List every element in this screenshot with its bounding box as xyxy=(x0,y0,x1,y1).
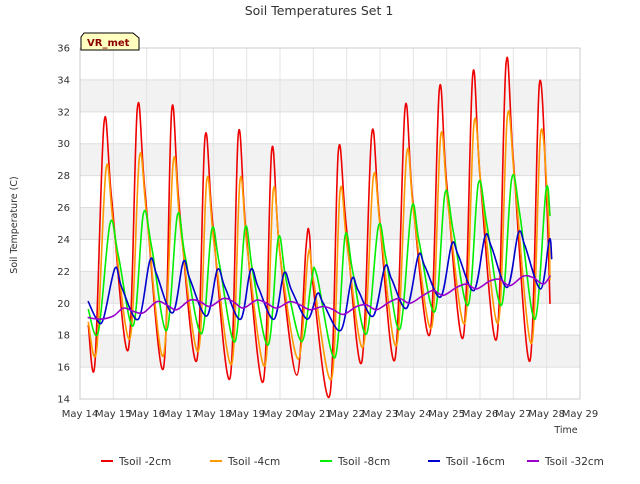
band-28-30 xyxy=(80,143,580,176)
band-32-34 xyxy=(80,79,580,112)
legend-label-tsoil-2cm: Tsoil -2cm xyxy=(118,456,171,468)
y-tick-32: 32 xyxy=(57,107,70,118)
y-tick-16: 16 xyxy=(57,363,70,374)
y-tick-36: 36 xyxy=(57,44,70,55)
band-26-28 xyxy=(80,175,580,208)
x-tick-19: May 19 xyxy=(228,409,265,420)
legend-item-tsoil-16cm: Tsoil -16cm xyxy=(428,456,505,468)
station-badge: VR_met xyxy=(80,32,140,51)
x-tick-17: May 17 xyxy=(162,409,199,420)
legend-item-tsoil-32cm: Tsoil -32cm xyxy=(527,456,604,468)
y-tick-labels: 14 16 18 20 22 24 26 28 30 32 34 36 xyxy=(57,44,70,406)
legend-label-tsoil-16cm: Tsoil -16cm xyxy=(445,456,505,468)
station-badge-label: VR_met xyxy=(87,38,130,49)
x-tick-18: May 18 xyxy=(195,409,232,420)
x-tick-15: May 15 xyxy=(95,409,132,420)
series-line-tsoil-32cm xyxy=(87,274,551,321)
legend-label-tsoil-4cm: Tsoil -4cm xyxy=(227,456,280,468)
y-tick-34: 34 xyxy=(57,75,70,86)
x-tick-27: May 27 xyxy=(495,409,532,420)
y-tick-14: 14 xyxy=(57,395,70,406)
y-tick-30: 30 xyxy=(57,139,70,150)
x-tick-14: May 14 xyxy=(62,409,99,420)
x-tick-22: May 22 xyxy=(328,409,365,420)
chart-title: Soil Temperatures Set 1 xyxy=(245,3,394,18)
legend: Tsoil -2cm Tsoil -4cm Tsoil -8cm Tsoil -16c… xyxy=(101,456,604,468)
x-tick-16: May 16 xyxy=(128,409,165,420)
x-tick-28: May 28 xyxy=(528,409,565,420)
y-tick-18: 18 xyxy=(57,331,70,342)
band-34-36 xyxy=(80,48,580,80)
plot-frame xyxy=(79,47,581,400)
band-16-18 xyxy=(80,335,580,368)
series-line-tsoil-16cm xyxy=(87,230,553,332)
band-22-24 xyxy=(80,239,580,272)
legend-label-tsoil-8cm: Tsoil -8cm xyxy=(337,456,390,468)
x-tick-23: May 23 xyxy=(362,409,399,420)
x-tick-20: May 20 xyxy=(262,409,299,420)
band-24-26 xyxy=(80,207,580,240)
x-tick-26: May 26 xyxy=(462,409,499,420)
x-tick-21: May 21 xyxy=(295,409,332,420)
x-axis-title: Time xyxy=(553,425,577,436)
y-axis-title: Soil Temperature (C) xyxy=(9,176,20,273)
band-30-32 xyxy=(80,111,580,144)
series-layer xyxy=(87,56,553,399)
y-tick-22: 22 xyxy=(57,267,70,278)
y-tick-20: 20 xyxy=(57,299,70,310)
y-tick-24: 24 xyxy=(57,235,70,246)
x-tick-24: May 24 xyxy=(395,409,432,420)
legend-item-tsoil-4cm: Tsoil -4cm xyxy=(210,456,280,468)
series-line-tsoil-8cm xyxy=(87,173,551,359)
y-tick-28: 28 xyxy=(57,171,70,182)
x-tick-29: May 29 xyxy=(562,409,599,420)
y-tick-26: 26 xyxy=(57,203,70,214)
x-tick-25: May 25 xyxy=(428,409,465,420)
legend-label-tsoil-32cm: Tsoil -32cm xyxy=(544,456,604,468)
legend-item-tsoil-2cm: Tsoil -2cm xyxy=(101,456,171,468)
legend-item-tsoil-8cm: Tsoil -8cm xyxy=(320,456,390,468)
station-badge-shape xyxy=(80,32,140,51)
